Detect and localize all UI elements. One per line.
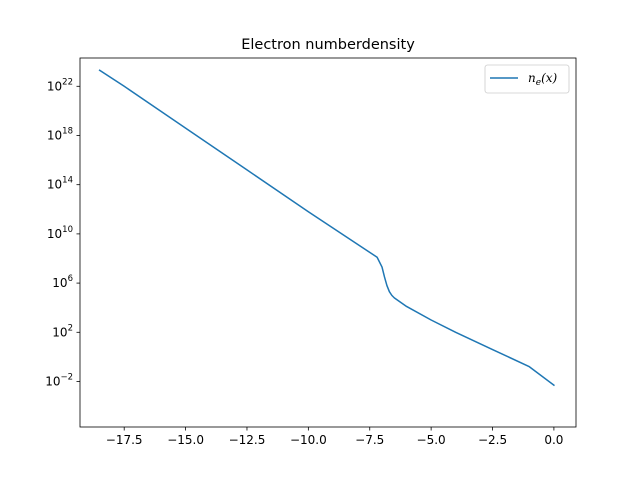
plot-frame bbox=[79, 57, 577, 428]
x-tick-label: −5.0 bbox=[417, 433, 446, 447]
legend-label: ne(x) bbox=[528, 71, 558, 88]
y-tick-label: 1014 bbox=[47, 176, 73, 192]
x-tick-label: −10.0 bbox=[290, 433, 327, 447]
y-tick-label: 102 bbox=[52, 323, 73, 339]
y-tick-label: 1018 bbox=[47, 126, 73, 142]
series-line-0 bbox=[98, 69, 555, 387]
y-tick-label: 1010 bbox=[47, 225, 73, 241]
chart-title: Electron numberdensity bbox=[241, 37, 415, 53]
y-tick-label: 10−2 bbox=[45, 372, 73, 388]
y-tick-label: 1022 bbox=[47, 77, 73, 93]
x-tick-label: −12.5 bbox=[229, 433, 266, 447]
x-tick-label: 0.0 bbox=[544, 433, 563, 447]
y-tick-label: 106 bbox=[52, 274, 73, 290]
x-tick-label: −7.5 bbox=[355, 433, 384, 447]
x-tick-label: −17.5 bbox=[106, 433, 143, 447]
x-tick-label: −15.0 bbox=[167, 433, 204, 447]
legend-box bbox=[484, 64, 570, 94]
x-tick-label: −2.5 bbox=[478, 433, 507, 447]
